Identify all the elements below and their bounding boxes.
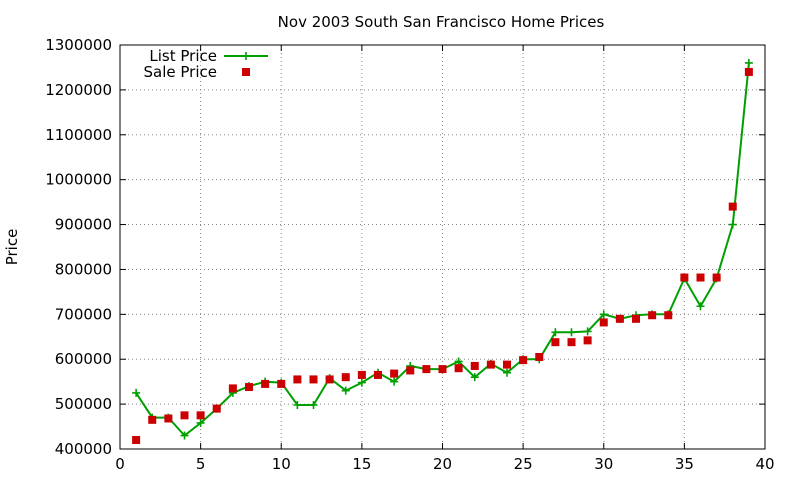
list-price-point (599, 310, 608, 319)
list-price-point (503, 368, 511, 377)
legend: List Price Sale Price (144, 47, 268, 81)
plot-area (132, 58, 753, 445)
y-tick-label: 900000 (55, 216, 112, 234)
list-price-point (390, 377, 399, 386)
sale-price-point (422, 365, 431, 374)
sale-price-point (164, 414, 173, 423)
sale-price-point (664, 311, 673, 320)
list-price-point (196, 418, 205, 427)
sale-price-point (551, 338, 560, 347)
legend-list-price-marker (242, 52, 250, 60)
grid-lines (119, 44, 766, 450)
sale-price-point (357, 370, 366, 379)
sale-price-point (648, 311, 657, 320)
y-tick-label: 600000 (55, 350, 112, 368)
sale-price-point (374, 370, 382, 379)
x-tick-label: 25 (514, 455, 533, 473)
sale-price-point (293, 375, 302, 384)
x-tick-label: 20 (433, 455, 452, 473)
list-price-point (696, 302, 705, 311)
sale-price-point (712, 273, 721, 282)
list-price-point (293, 401, 302, 410)
sale-price-point (632, 314, 640, 323)
y-tick-label: 400000 (55, 440, 112, 458)
legend-sale-price-label: Sale Price (144, 63, 217, 81)
sale-price-point (325, 375, 334, 384)
sale-price-point (132, 436, 141, 445)
list-price-point (341, 386, 350, 395)
list-price-point (551, 328, 560, 337)
sale-price-point (245, 383, 253, 392)
list-price-point (744, 58, 753, 67)
sale-price-point (309, 375, 318, 384)
sale-price-point (503, 360, 511, 369)
list-price-point (567, 328, 576, 337)
y-tick-label: 1200000 (45, 81, 112, 99)
y-tick-label: 500000 (55, 395, 112, 413)
chart-title: Nov 2003 South San Francisco Home Prices (278, 13, 605, 31)
sale-price-point (406, 366, 415, 375)
list-price-point (583, 327, 592, 336)
list-price-point (132, 388, 141, 397)
y-axis-label: Price (3, 229, 21, 266)
x-tick-label: 30 (594, 455, 613, 473)
list-price-point (728, 220, 737, 229)
list-price-point (454, 357, 463, 366)
sale-price-point (567, 338, 576, 347)
sale-price-point (212, 404, 221, 413)
list-price-point (180, 431, 189, 440)
sale-price-point (744, 67, 753, 76)
sale-price-point (599, 318, 608, 327)
sale-price-point (277, 379, 286, 388)
list-price-point (357, 378, 366, 387)
y-tick-label: 1100000 (45, 126, 112, 144)
sale-price-point (454, 364, 463, 373)
axis-ticks: 0 5 10 15 20 25 30 35 40 400000 500000 600000 700000… (45, 36, 774, 473)
sale-price-point (615, 314, 624, 323)
x-tick-label: 15 (352, 455, 371, 473)
legend-list-price-label: List Price (149, 47, 217, 65)
y-tick-label: 1300000 (45, 36, 112, 54)
sale-price-point (390, 369, 399, 378)
list-price-point (470, 373, 479, 382)
sale-price-point (728, 202, 737, 211)
sale-price-point (535, 352, 544, 361)
sale-price-point (261, 379, 270, 388)
plot-frame (119, 44, 766, 450)
sale-price-point (148, 415, 157, 424)
list-price-point (309, 401, 318, 410)
sale-price-point (196, 411, 205, 420)
legend-sale-price-marker (242, 68, 250, 76)
x-tick-label: 10 (272, 455, 291, 473)
sale-price-point (519, 356, 528, 365)
x-tick-label: 5 (196, 455, 206, 473)
sale-price-point (680, 273, 689, 282)
y-tick-label: 800000 (55, 260, 112, 278)
y-tick-label: 1000000 (45, 171, 112, 189)
sale-price-point (438, 365, 447, 374)
sale-price-point (470, 361, 479, 370)
sale-price-point (583, 336, 592, 345)
x-tick-label: 40 (755, 455, 774, 473)
x-tick-label: 35 (675, 455, 694, 473)
x-tick-label: 0 (115, 455, 125, 473)
sale-price-point (180, 411, 189, 420)
sale-price-point (486, 360, 495, 369)
y-tick-label: 700000 (55, 305, 112, 323)
sale-price-point (228, 384, 237, 393)
sale-price-point (341, 373, 350, 382)
sale-price-point (696, 273, 705, 282)
